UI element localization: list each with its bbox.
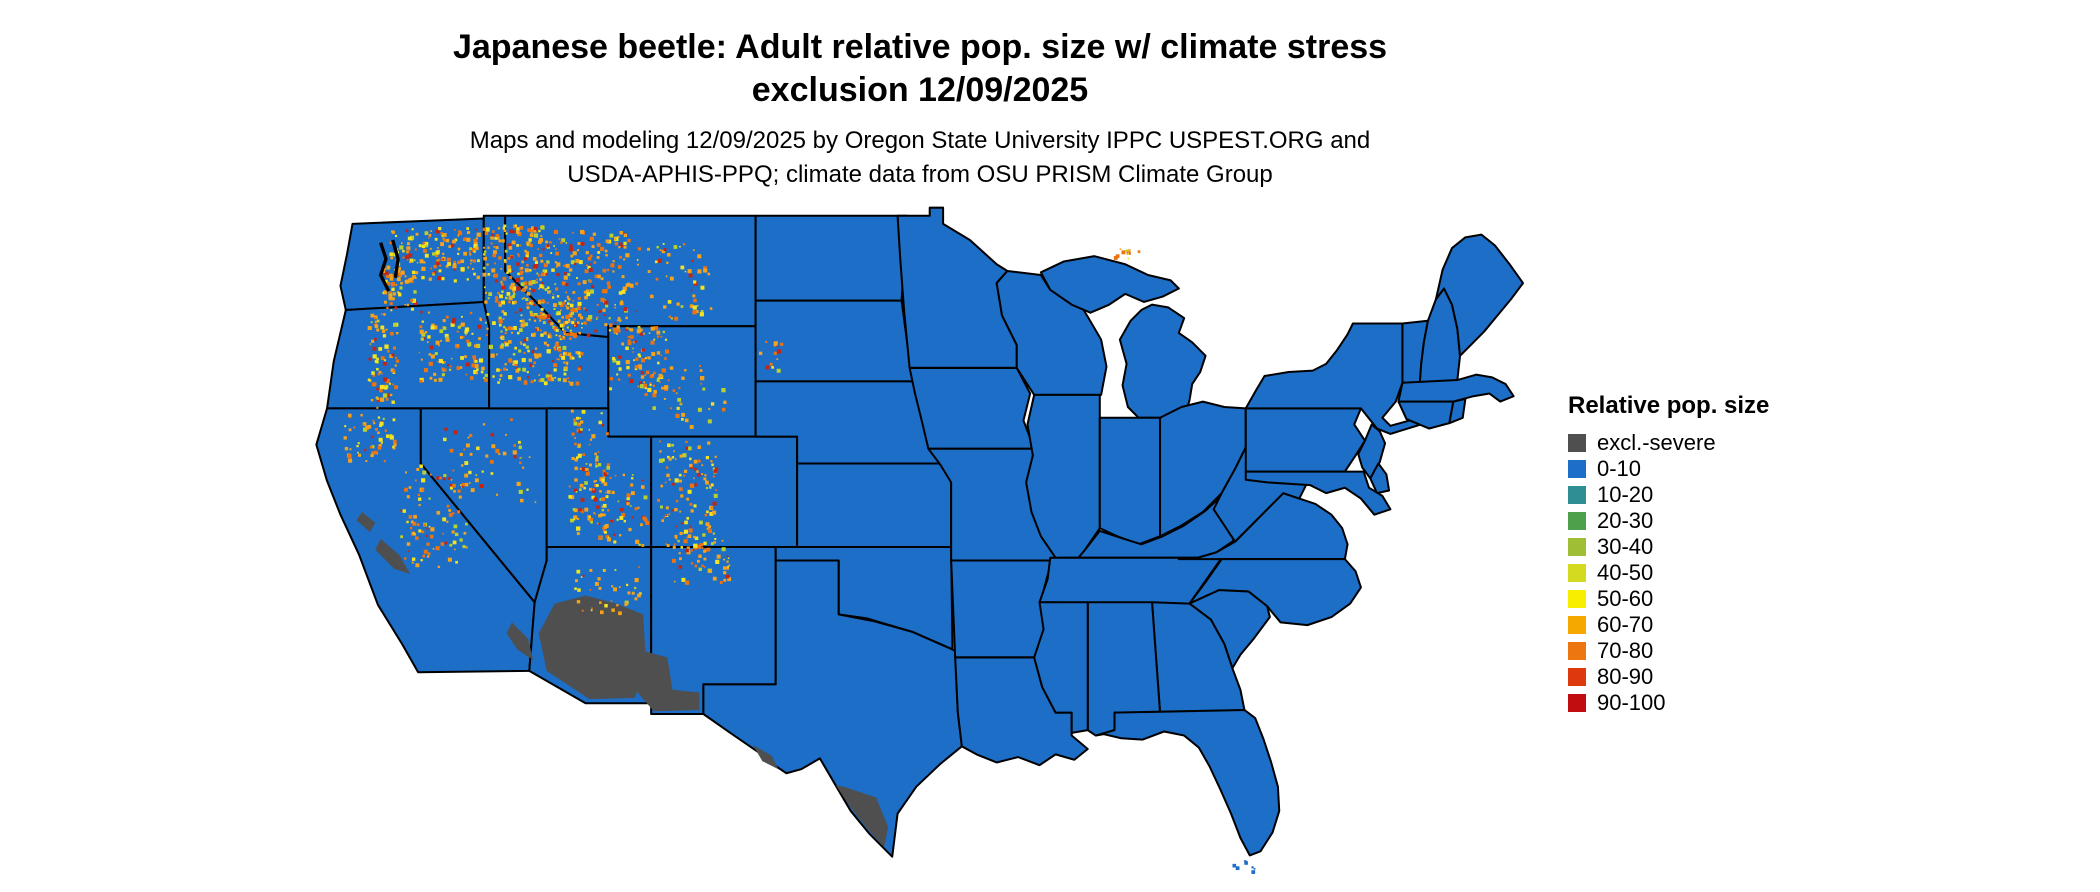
us-map (311, 205, 1527, 885)
state-in (1098, 416, 1162, 546)
legend-item: 0-10 (1568, 456, 1828, 482)
state-ms (1033, 601, 1089, 734)
legend-title: Relative pop. size (1568, 392, 1770, 419)
excluded-region-california-foothills-1 (375, 538, 411, 574)
state-mi-upper (1039, 255, 1180, 314)
legend-item: excl.-severe (1568, 430, 1828, 456)
us-map-svg (315, 206, 1524, 874)
subtitle-line-2: USDA-APHIS-PPQ; climate data from OSU PR… (567, 160, 1273, 188)
legend-items: excl.-severe 0-10 10-20 20-30 30-40 40-50 50-6… (1568, 430, 1828, 716)
legend-item-label: 90-100 (1597, 690, 1666, 715)
state-tx (702, 559, 963, 858)
speckle-layer (343, 224, 1256, 874)
state-mi-lower (1118, 303, 1207, 419)
legend-item-label: 10-20 (1597, 482, 1654, 507)
state-co (650, 435, 799, 549)
title-line-2: exclusion 12/09/2025 (751, 70, 1089, 109)
legend-swatch (1568, 460, 1586, 478)
legend: Relative pop. size excl.-severe 0-10 10-20… (1568, 392, 1828, 716)
state-fl (1094, 708, 1281, 857)
subtitle-line-1: Maps and modeling 12/09/2025 by Oregon S… (469, 127, 1371, 154)
state-ia (908, 366, 1036, 450)
legend-item-label: 20-30 (1597, 508, 1654, 533)
legend-swatch (1568, 668, 1586, 686)
state-pa (1244, 407, 1366, 473)
state-nd (754, 214, 908, 302)
excluded-region-california-foothills-2 (356, 512, 376, 533)
legend-swatch (1568, 590, 1586, 608)
excluded-region-south-texas (835, 785, 889, 848)
state-ks (796, 462, 969, 549)
legend-item: 20-30 (1568, 508, 1828, 534)
state-nj (1357, 423, 1387, 480)
excluded-region-se-arizona-sw-newmexico (635, 649, 700, 712)
legend-item-label: 80-90 (1597, 664, 1654, 689)
legend-item-label: 30-40 (1597, 534, 1654, 559)
legend-item-label: 70-80 (1597, 638, 1654, 663)
legend-item: 30-40 (1568, 534, 1828, 560)
state-me (1434, 233, 1524, 357)
state-md (1244, 470, 1392, 516)
legend-item-label: 50-60 (1597, 586, 1654, 611)
legend-swatch (1568, 512, 1586, 530)
legend-item: 70-80 (1568, 638, 1828, 664)
legend-item-label: 60-70 (1597, 612, 1654, 637)
excluded-region-lower-colorado-river (506, 622, 534, 661)
legend-item: 50-60 (1568, 586, 1828, 612)
excluded-region-southern-arizona (538, 595, 646, 700)
legend-item: 80-90 (1568, 664, 1828, 690)
legend-swatch (1568, 616, 1586, 634)
page-title: Japanese beetle: Adult relative pop. siz… (453, 26, 1387, 111)
state-ct (1397, 400, 1455, 430)
legend-item-label: 40-50 (1597, 560, 1654, 585)
legend-item-label: 0-10 (1597, 456, 1642, 481)
legend-swatch (1568, 694, 1586, 712)
state-de (1369, 462, 1391, 495)
legend-swatch (1568, 538, 1586, 556)
state-or (326, 300, 491, 410)
attribution-subtitle: Maps and modeling 12/09/2025 by Oregon S… (470, 124, 1370, 191)
state-layer (315, 206, 1524, 858)
legend-item: 40-50 (1568, 560, 1828, 586)
legend-item-label: excl.-severe (1597, 430, 1716, 455)
legend-swatch (1568, 642, 1586, 660)
puget-sound-water (378, 239, 400, 292)
excluded-severe-layer (356, 512, 889, 848)
legend-item: 10-20 (1568, 482, 1828, 508)
state-ar (950, 559, 1053, 659)
excluded-region-big-bend-texas (752, 744, 779, 770)
legend-swatch (1568, 564, 1586, 582)
title-line-1: Japanese beetle: Adult relative pop. siz… (452, 28, 1388, 66)
state-ri (1448, 397, 1467, 425)
legend-item: 90-100 (1568, 690, 1828, 716)
state-wa (339, 217, 485, 312)
legend-item: 60-70 (1568, 612, 1828, 638)
legend-swatch (1568, 486, 1586, 504)
legend-swatch (1568, 434, 1586, 452)
